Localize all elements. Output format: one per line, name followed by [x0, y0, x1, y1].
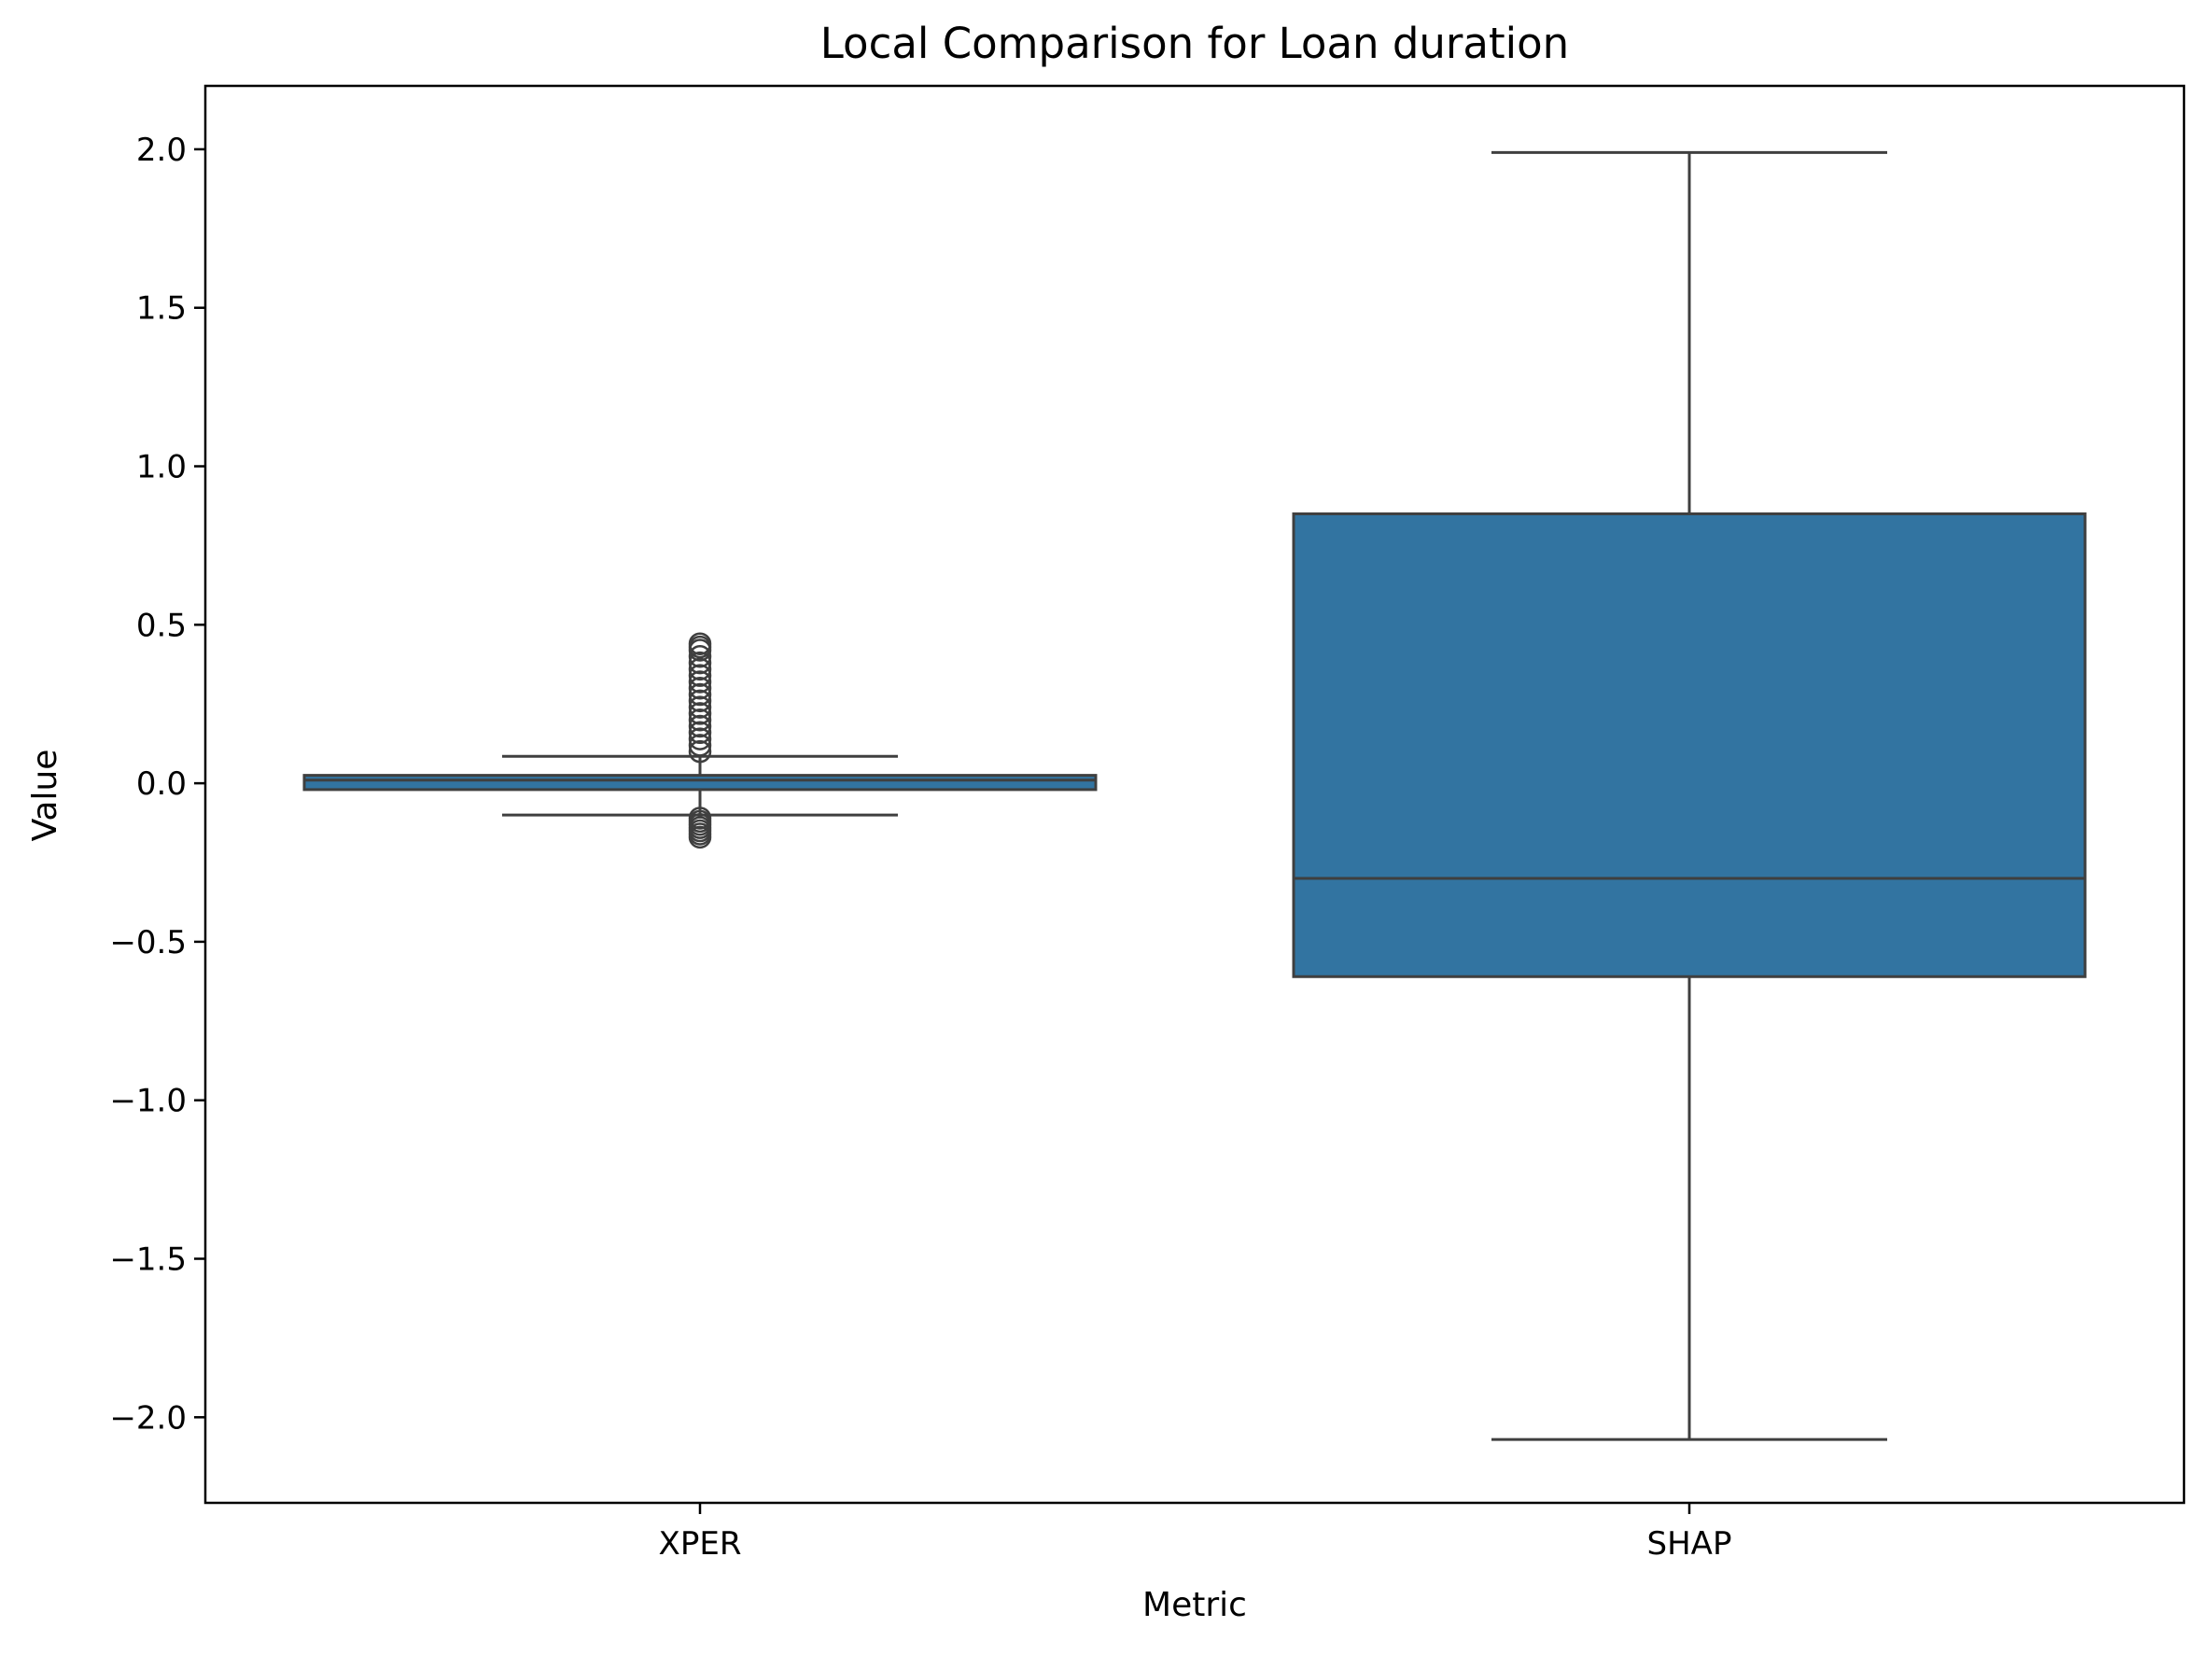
outlier-point	[688, 689, 712, 713]
y-tick-label: 1.0	[136, 449, 187, 486]
y-tick-label: 0.0	[136, 765, 187, 803]
y-tick-label: 1.5	[136, 290, 187, 328]
outlier-point	[688, 676, 712, 700]
y-axis-label: Value	[26, 750, 64, 842]
outlier-point	[688, 825, 712, 849]
plot-area: 2.0 1.5 1.0 0.5 0.0 −0.5 −1.0 −1.5 −2.0 XPER SHAP	[109, 132, 2087, 1563]
outlier-point	[688, 670, 712, 694]
outlier-point	[688, 695, 712, 719]
outlier-point	[688, 721, 712, 745]
outlier-point	[688, 714, 712, 738]
y-tick-label: −0.5	[109, 924, 187, 961]
y-tick-label: −1.5	[109, 1241, 187, 1279]
outlier-point	[688, 739, 712, 764]
y-tick-label: −2.0	[109, 1399, 187, 1437]
box-xper	[302, 774, 1098, 792]
y-tick-label: 0.5	[136, 607, 187, 644]
outlier-point	[688, 708, 712, 732]
outlier-point	[688, 702, 712, 725]
box-shap	[1292, 512, 2087, 978]
outlier-point	[688, 638, 712, 662]
y-tick-label: −1.0	[109, 1083, 187, 1120]
y-tick-label: 2.0	[136, 132, 187, 169]
outlier-point	[688, 664, 712, 687]
outlier-point	[688, 734, 712, 757]
x-axis-label: Metric	[1142, 1586, 1247, 1624]
outlier-point	[688, 657, 712, 681]
outlier-point	[688, 651, 712, 675]
x-tick-label: SHAP	[1647, 1525, 1732, 1563]
outlier-point	[688, 645, 712, 668]
x-tick-label: XPER	[659, 1525, 742, 1563]
outlier-point	[688, 727, 712, 750]
outlier-point	[688, 682, 712, 707]
plot-frame	[203, 84, 2186, 1505]
chart-title: Local Comparison for Loan duration	[820, 19, 1569, 68]
